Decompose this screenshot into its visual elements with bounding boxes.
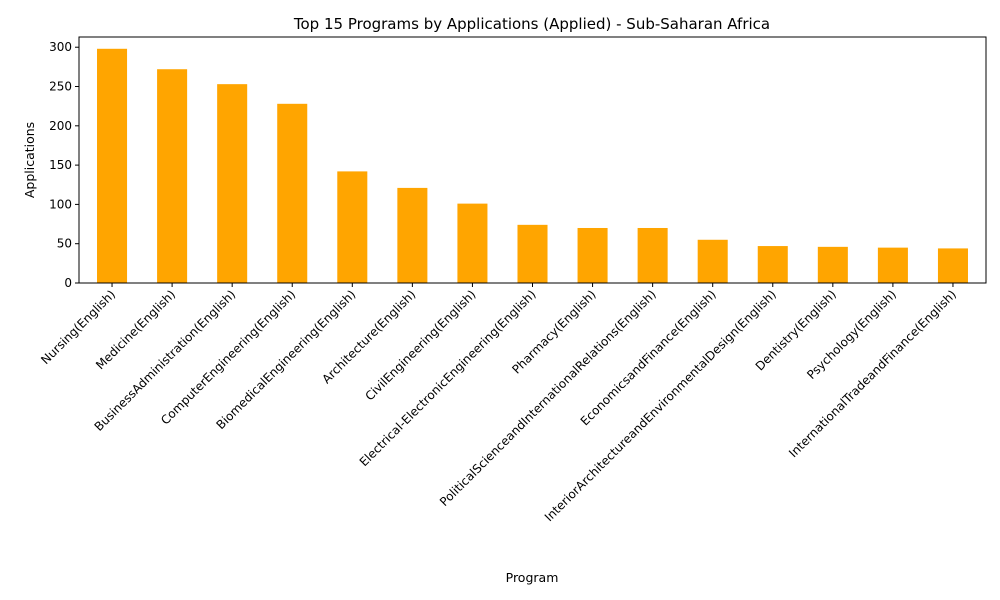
bar-10 [637, 227, 668, 283]
y-axis-label: Applications [22, 122, 37, 198]
x-tick-label-6: CivilEngineering(English) [362, 287, 478, 403]
x-tick-label-11: InteriorArchitectureandEnvironmentalDesi… [542, 287, 779, 524]
bar-13 [817, 246, 848, 283]
bar-1 [97, 48, 128, 283]
y-tick-label-3: 150 [49, 158, 72, 172]
y-tick-label-4: 200 [49, 119, 72, 133]
y-tick-label-0: 0 [64, 276, 72, 290]
bar-11 [697, 239, 728, 283]
y-tick-label-1: 50 [57, 237, 72, 251]
plot-area: 050100150200250300Nursing(English)Medici… [38, 36, 987, 524]
x-axis-label: Program [506, 570, 559, 585]
bar-4 [277, 103, 308, 283]
bar-6 [397, 187, 428, 283]
bar-5 [337, 171, 368, 283]
bar-2 [157, 69, 188, 284]
bar-14 [877, 247, 908, 283]
bar-7 [457, 203, 488, 283]
y-tick-label-5: 250 [49, 80, 72, 94]
bar-15 [937, 248, 968, 283]
bar-8 [517, 224, 548, 283]
bar-9 [577, 227, 608, 283]
bar-3 [217, 84, 248, 283]
x-tick-label-9: PoliticalScienceandInternationalRelation… [437, 287, 659, 509]
y-tick-label-2: 100 [49, 197, 72, 211]
bar-12 [757, 246, 788, 283]
chart-title: Top 15 Programs by Applications (Applied… [293, 15, 770, 33]
y-tick-label-6: 300 [49, 40, 72, 54]
